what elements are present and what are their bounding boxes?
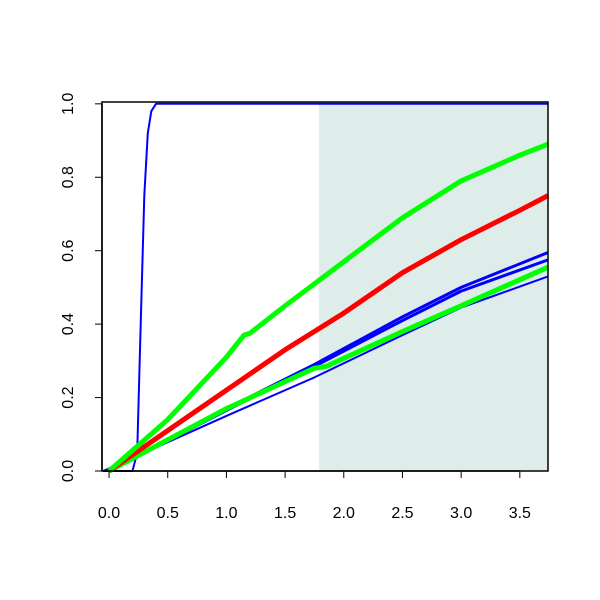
series-line (107, 264, 550, 474)
x-tick-label: 1.5 (274, 505, 296, 522)
y-tick-label: 0.8 (60, 166, 77, 188)
y-tick-label: 0.6 (60, 239, 77, 261)
y-tick-label: 0.4 (60, 313, 77, 335)
x-tick-label: 3.5 (509, 505, 531, 522)
series-line (103, 102, 548, 472)
x-tick-label: 3.0 (450, 505, 472, 522)
y-tick-label: 0.0 (60, 460, 77, 482)
series-line (102, 275, 549, 472)
x-tick-label: 0.0 (98, 505, 120, 522)
series-line (107, 193, 550, 474)
y-tick-label: 1.0 (60, 93, 77, 115)
x-tick-label: 2.0 (333, 505, 355, 522)
x-tick-label: 2.5 (391, 505, 413, 522)
series-line (107, 141, 549, 473)
y-tick-label: 0.2 (60, 386, 77, 408)
x-tick-label: 0.5 (157, 505, 179, 522)
x-tick-label: 1.0 (215, 505, 237, 522)
